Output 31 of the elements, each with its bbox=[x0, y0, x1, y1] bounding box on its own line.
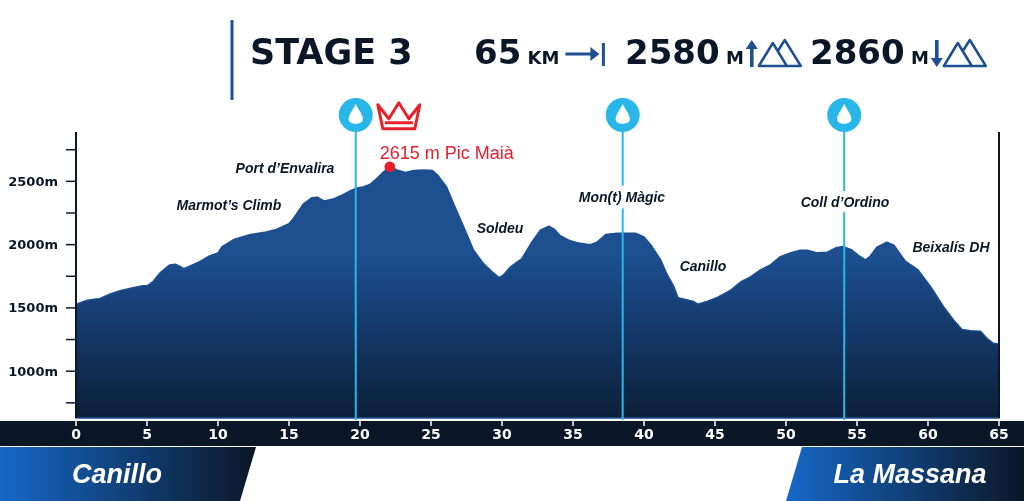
x-tick-label: 65 bbox=[989, 426, 1009, 442]
text: 65 KM bbox=[474, 32, 560, 72]
x-tick-label: 25 bbox=[421, 426, 441, 442]
x-tick-label: 20 bbox=[350, 426, 370, 442]
annotation: Mon(t) Màgic bbox=[578, 188, 666, 205]
text: Canillo bbox=[71, 459, 163, 489]
x-tick-label: 0 bbox=[71, 426, 82, 442]
annotation: Beixalís DH bbox=[912, 238, 991, 255]
text: 2860 M bbox=[810, 32, 929, 72]
annotation: Soldeu bbox=[476, 219, 524, 236]
x-tick-label: 15 bbox=[279, 426, 299, 442]
x-tick-label: 40 bbox=[634, 426, 654, 442]
y-tick-label: 2000m bbox=[8, 237, 58, 253]
annotation: Marmot’s Climb bbox=[176, 196, 282, 213]
x-tick-label: 10 bbox=[208, 426, 228, 442]
x-tick-label: 5 bbox=[142, 426, 152, 442]
annotation: 2615 m Pic Maià bbox=[379, 142, 515, 163]
y-tick-label: 1500m bbox=[8, 300, 58, 316]
x-tick-label: 50 bbox=[776, 426, 796, 442]
x-tick-label: 45 bbox=[705, 426, 725, 442]
x-tick-label: 35 bbox=[563, 426, 583, 442]
x-tick-label: 55 bbox=[847, 426, 867, 442]
x-tick-label: 60 bbox=[918, 426, 938, 442]
y-tick-label: 2500m bbox=[8, 173, 58, 189]
annotation: Port d’Envalira bbox=[235, 159, 335, 176]
chart-title: STAGE 3 bbox=[250, 32, 413, 72]
text: 2580 M bbox=[625, 32, 744, 72]
y-tick-label: 1000m bbox=[8, 363, 58, 379]
x-tick-label: 30 bbox=[492, 426, 512, 442]
text: La Massana bbox=[833, 459, 987, 489]
annotation: Canillo bbox=[679, 257, 727, 274]
